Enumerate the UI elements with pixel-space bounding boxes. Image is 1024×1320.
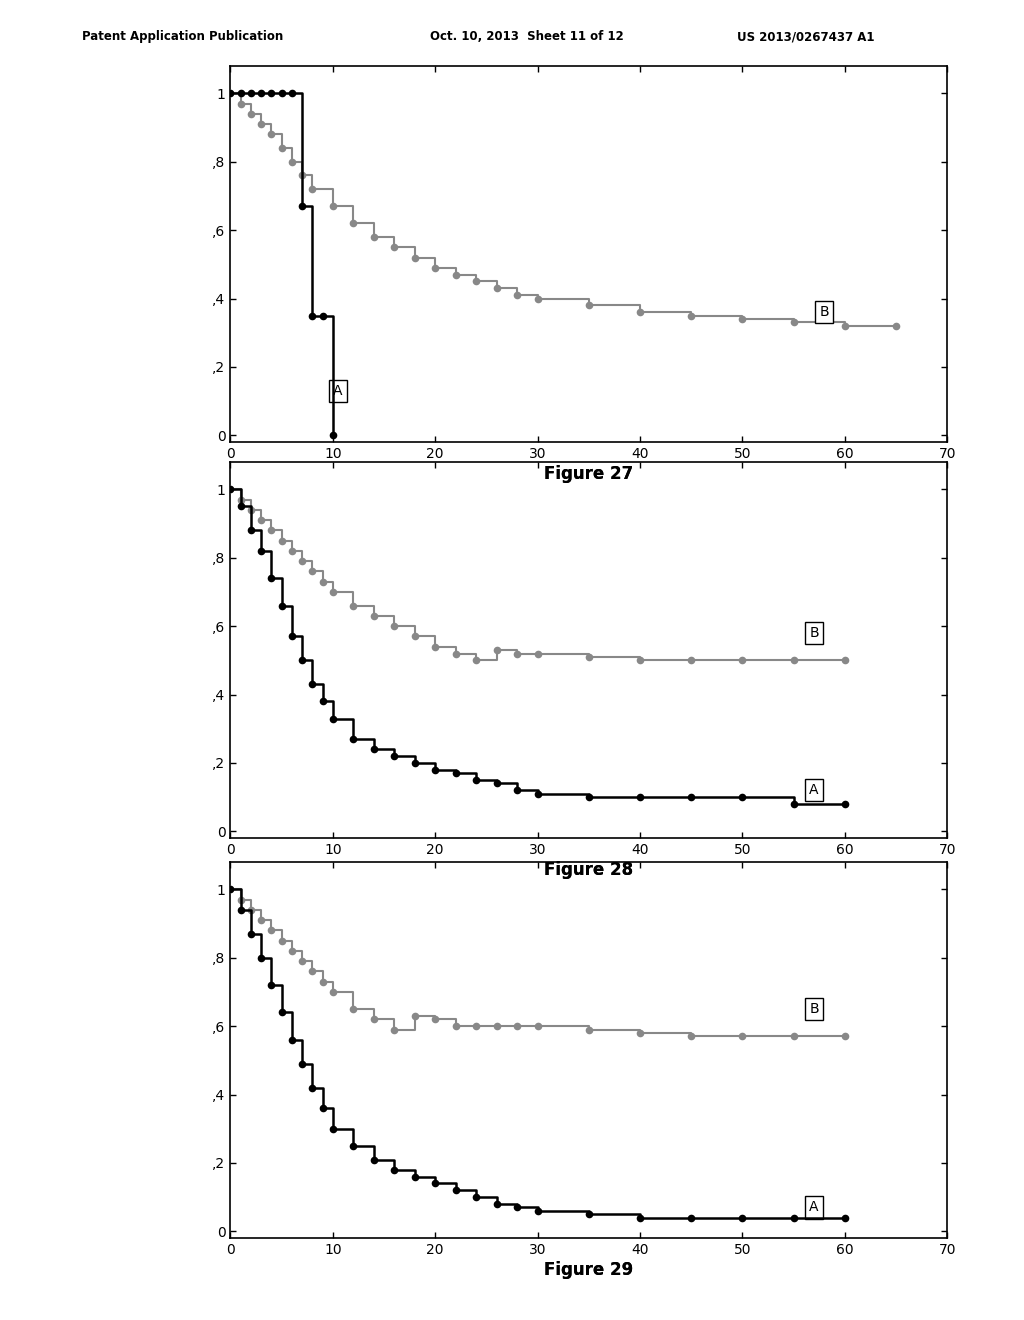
Text: US 2013/0267437 A1: US 2013/0267437 A1 <box>737 30 874 44</box>
Text: A: A <box>809 783 819 797</box>
Text: Oct. 10, 2013  Sheet 11 of 12: Oct. 10, 2013 Sheet 11 of 12 <box>430 30 624 44</box>
Text: Figure 27: Figure 27 <box>544 465 634 483</box>
Text: Patent Application Publication: Patent Application Publication <box>82 30 284 44</box>
Text: B: B <box>809 1002 819 1016</box>
Text: Figure 28: Figure 28 <box>544 861 634 879</box>
Text: Figure 29: Figure 29 <box>544 1261 634 1279</box>
Text: A: A <box>333 384 343 397</box>
Text: B: B <box>809 626 819 640</box>
Text: Figure 29: Figure 29 <box>544 1261 634 1279</box>
Text: Figure 27: Figure 27 <box>544 465 634 483</box>
Text: Figure 28: Figure 28 <box>544 861 634 879</box>
Text: B: B <box>819 305 829 319</box>
Text: A: A <box>809 1200 819 1214</box>
